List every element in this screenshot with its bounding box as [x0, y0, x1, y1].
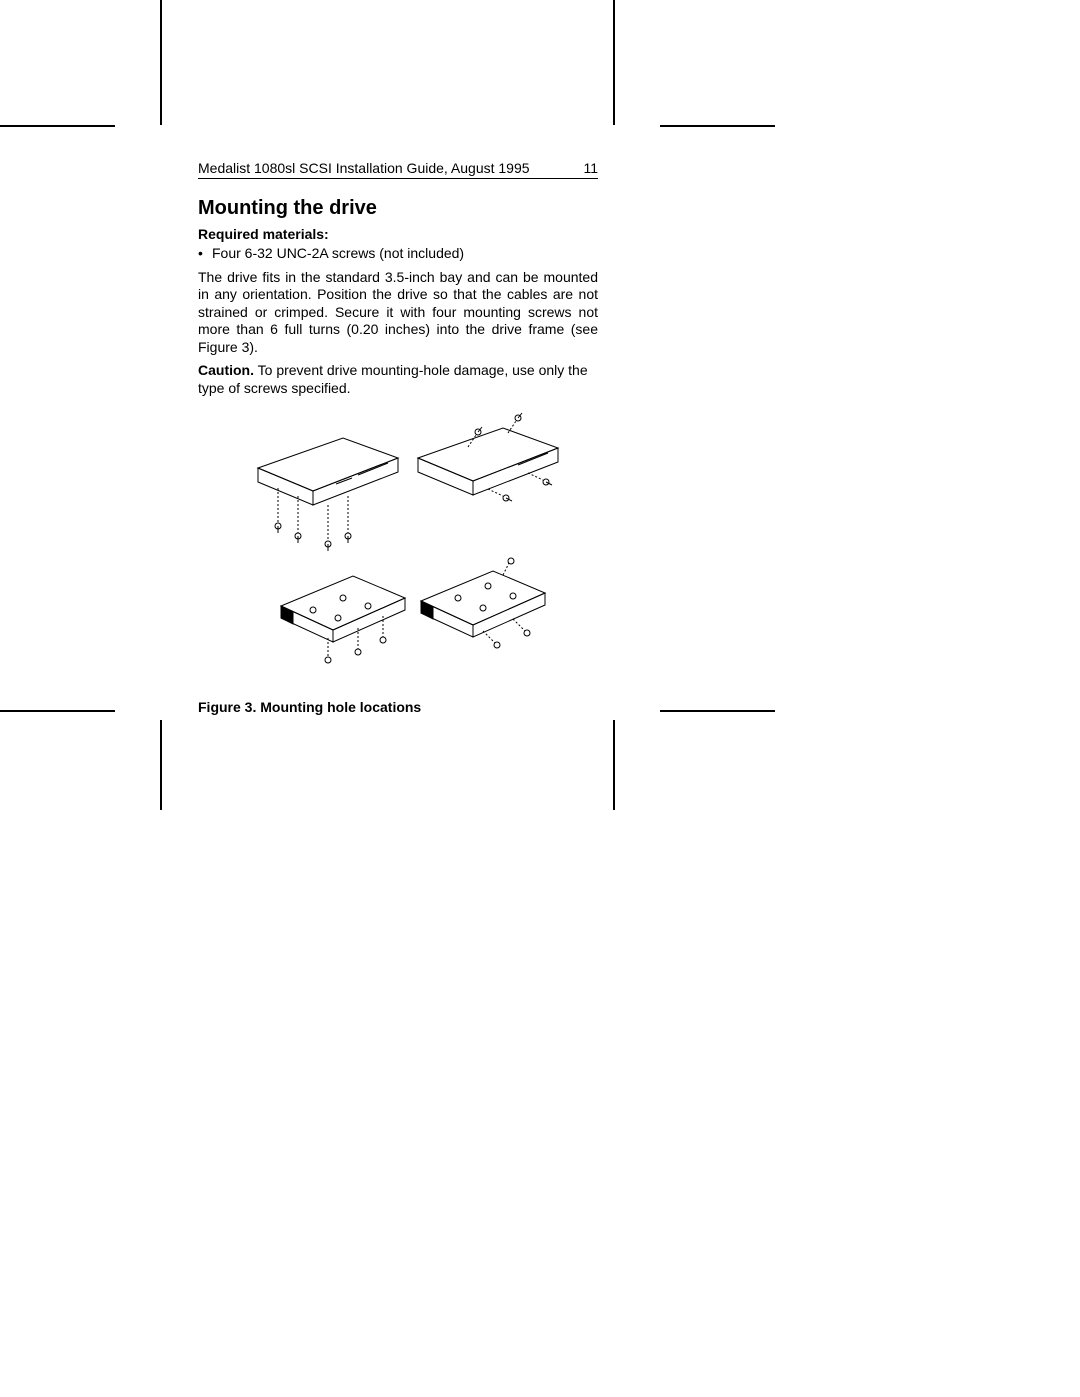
mounting-diagram: [233, 403, 563, 693]
page-content: Medalist 1080sl SCSI Installation Guide,…: [198, 160, 598, 715]
body-paragraph: The drive fits in the standard 3.5-inch …: [198, 269, 598, 357]
page-number: 11: [583, 160, 598, 176]
bullet-mark: •: [198, 245, 212, 263]
figure-3: [198, 403, 598, 693]
bullet-text: Four 6-32 UNC-2A screws (not included): [212, 245, 464, 263]
crop-mark: [0, 710, 115, 712]
caution-paragraph: Caution. To prevent drive mounting-hole …: [198, 362, 598, 397]
crop-mark: [160, 720, 162, 810]
crop-mark: [660, 710, 775, 712]
bullet-item: • Four 6-32 UNC-2A screws (not included): [198, 245, 598, 263]
header-rule: [198, 178, 598, 179]
caution-body: To prevent drive mounting-hole damage, u…: [198, 362, 588, 396]
section-title: Mounting the drive: [198, 197, 598, 220]
crop-mark: [660, 125, 775, 127]
crop-mark: [613, 720, 615, 810]
header-title: Medalist 1080sl SCSI Installation Guide,…: [198, 160, 530, 176]
required-materials-label: Required materials:: [198, 226, 598, 242]
page-header: Medalist 1080sl SCSI Installation Guide,…: [198, 160, 598, 178]
figure-caption: Figure 3. Mounting hole locations: [198, 699, 598, 715]
crop-mark: [0, 125, 115, 127]
crop-mark: [160, 0, 162, 125]
caution-label: Caution.: [198, 362, 254, 378]
crop-mark: [613, 0, 615, 125]
